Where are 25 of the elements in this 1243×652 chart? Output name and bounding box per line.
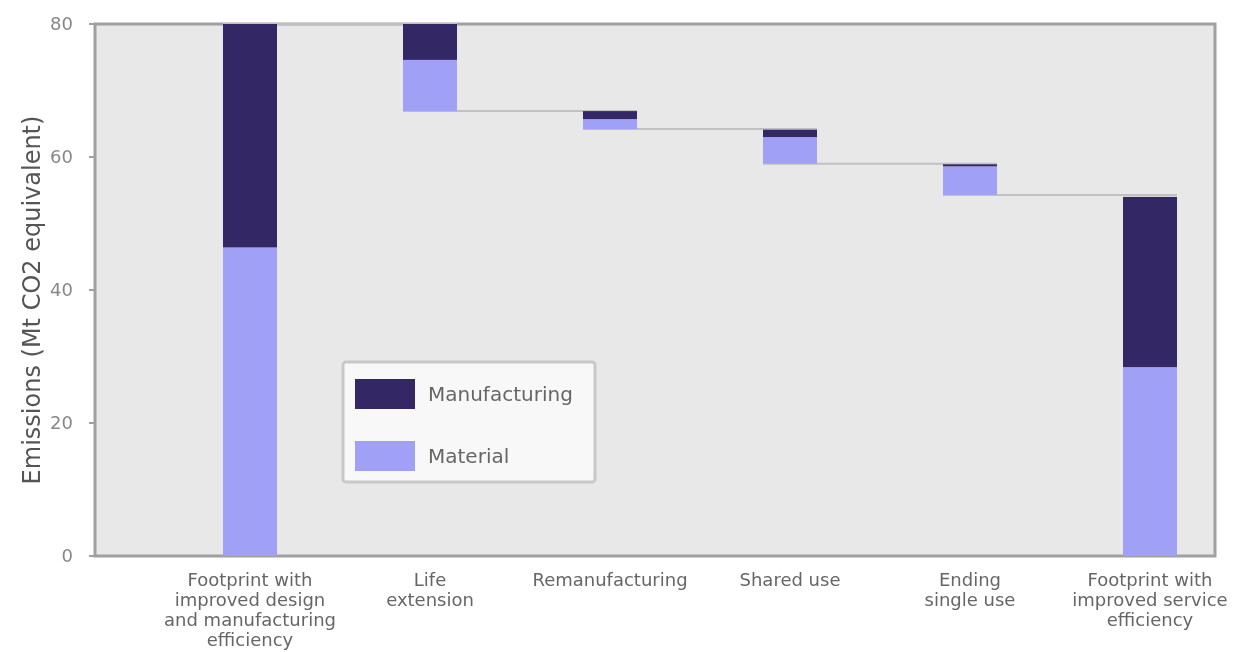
bar [763, 129, 817, 138]
bar [403, 59, 457, 112]
bar [1123, 196, 1177, 368]
x-tick-label: Remanufacturing [532, 569, 688, 590]
bar [583, 111, 637, 120]
x-tick-label: Footprint with improved design and manufacturing efficiency [164, 569, 336, 650]
bar [223, 24, 277, 248]
x-tick-label: Shared use [739, 569, 841, 590]
bar [943, 166, 997, 195]
bar [583, 119, 637, 130]
y-tick-label: 20 [50, 412, 73, 434]
y-tick-label: 40 [50, 279, 73, 301]
bar [403, 24, 457, 60]
y-tick-label: 80 [50, 13, 73, 35]
y-tick-label: 60 [50, 146, 73, 168]
bar [763, 137, 817, 164]
bar [223, 247, 277, 556]
y-tick-label: 0 [61, 545, 73, 567]
x-tick-label: Footprint with improved service efficiency [1072, 569, 1228, 630]
legend-label: Material [428, 444, 510, 468]
bar [1123, 367, 1177, 556]
x-tick-label: Life extension [386, 569, 474, 610]
y-axis-title: Emissions (Mt CO2 equivalent) [18, 115, 46, 485]
legend-label: Manufacturing [428, 382, 573, 406]
x-tick-label: Ending single use [924, 569, 1016, 610]
